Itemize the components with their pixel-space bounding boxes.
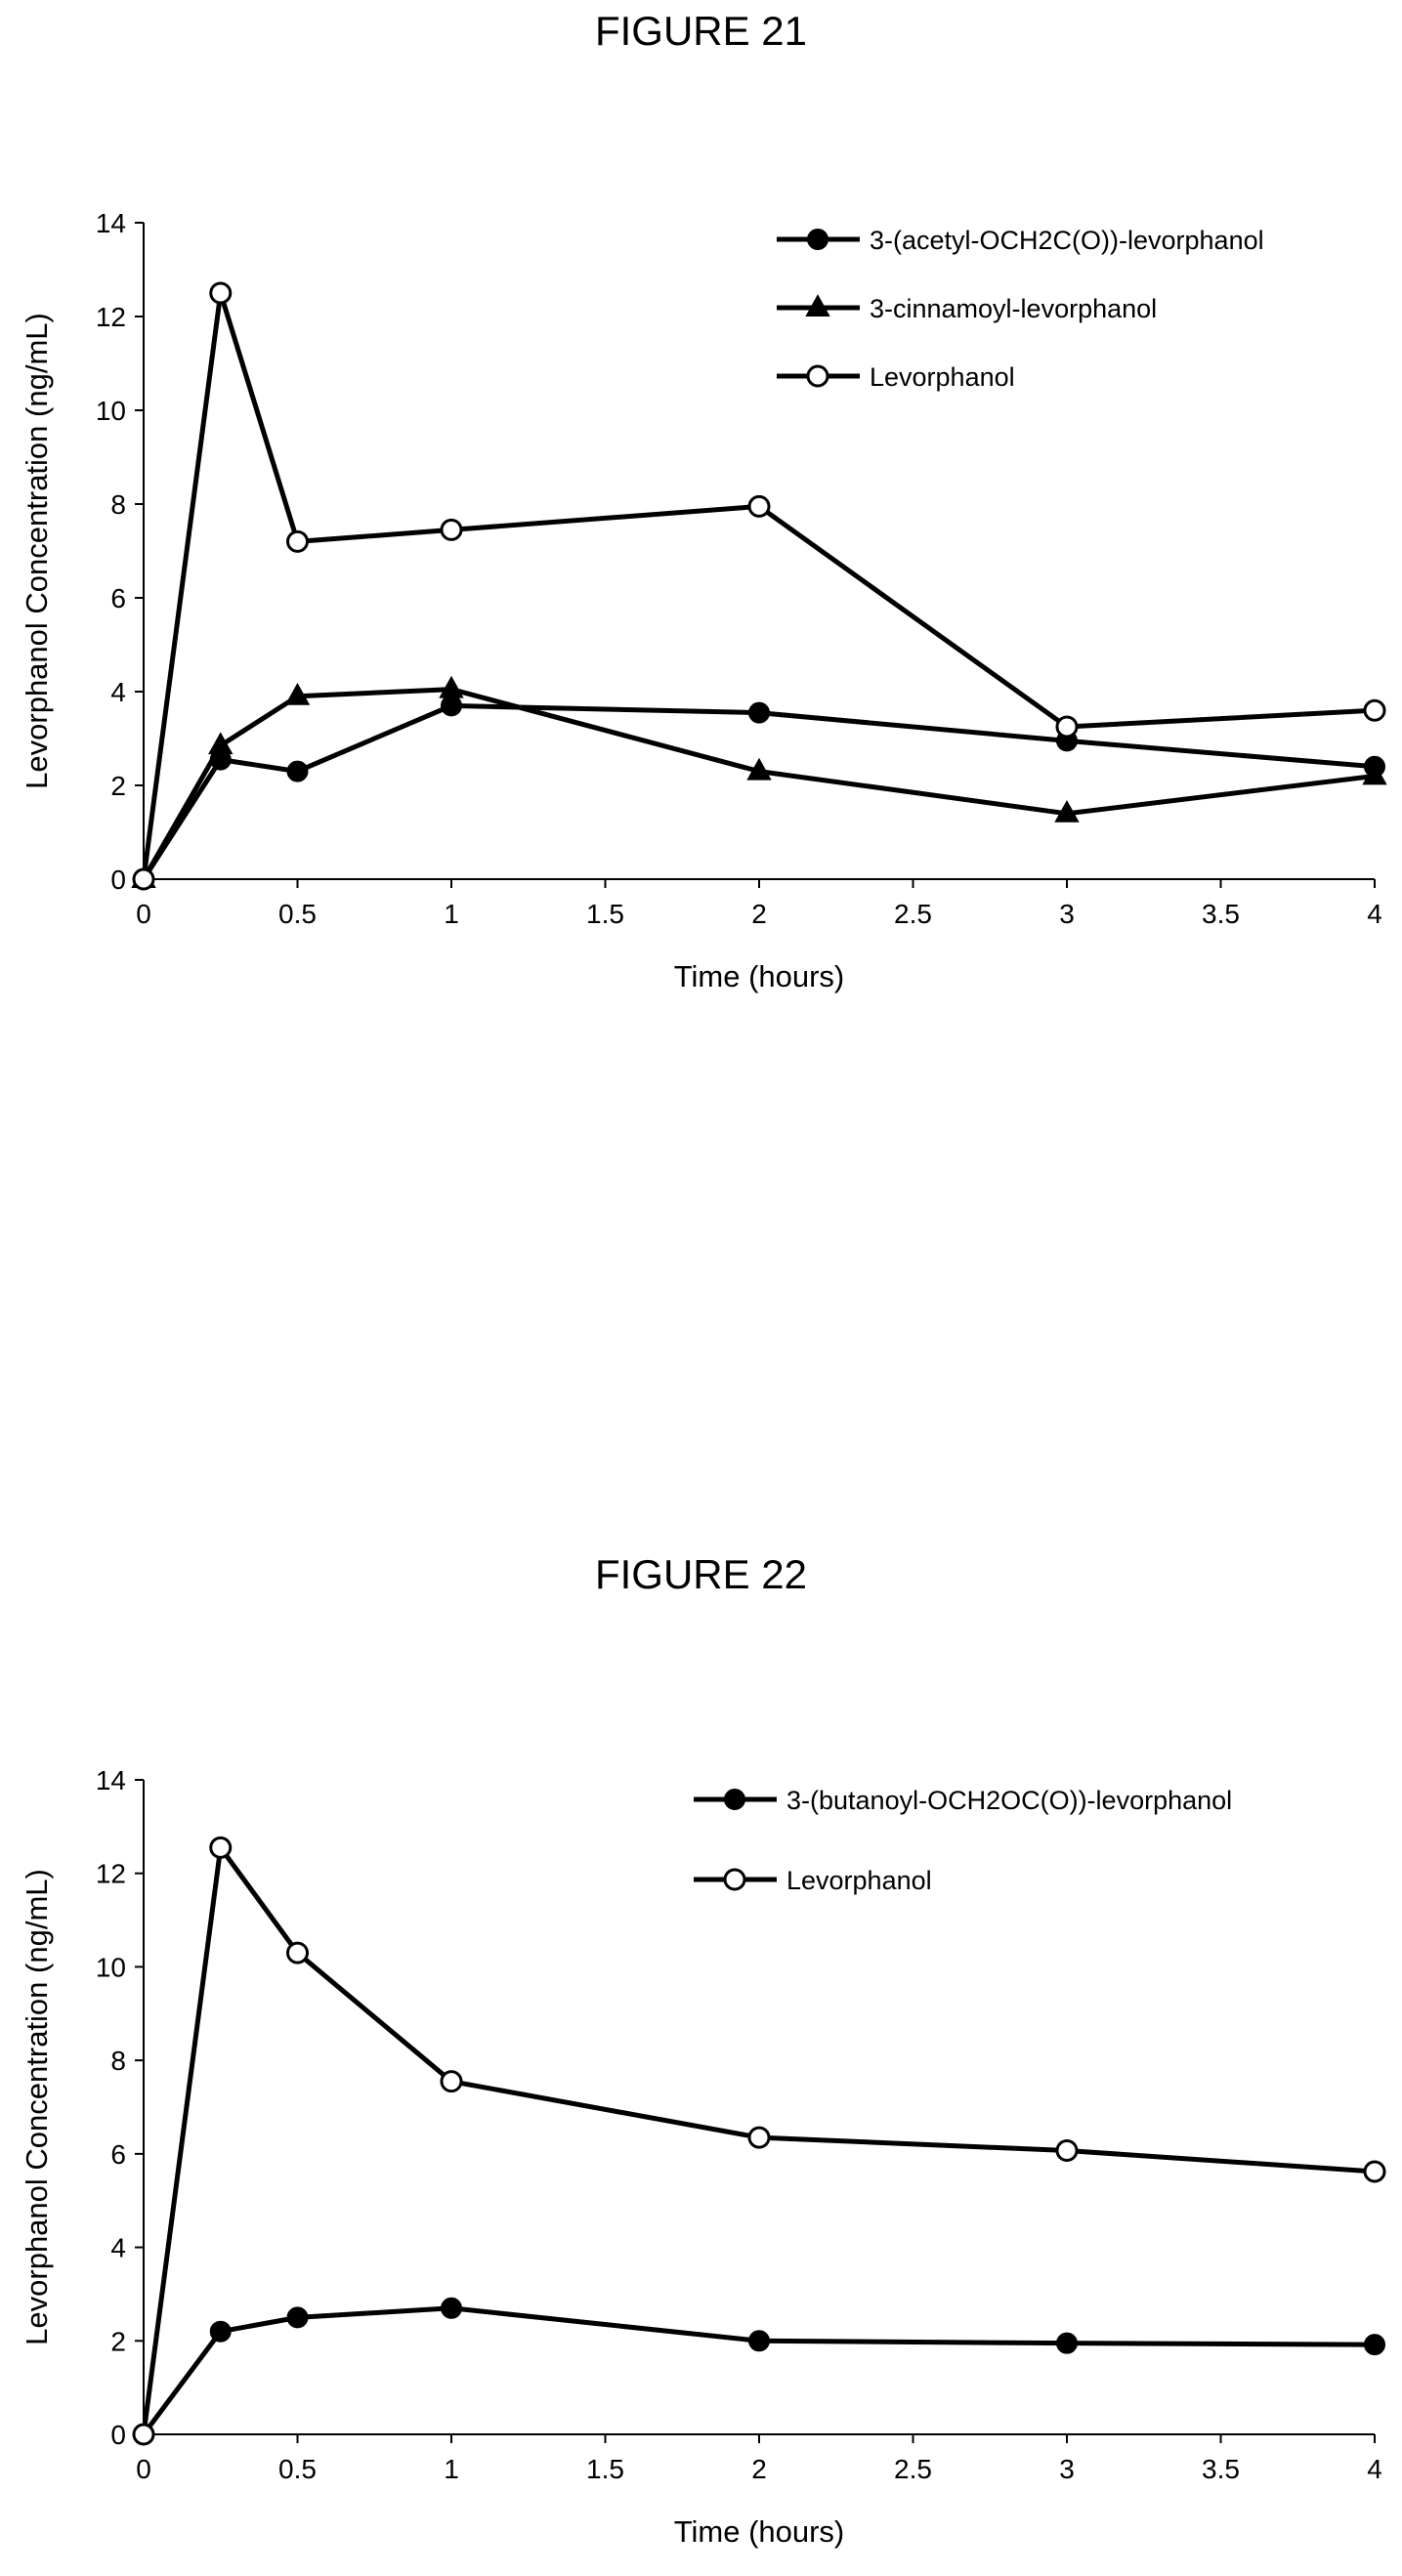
data-point bbox=[747, 494, 771, 518]
data-point bbox=[1055, 2139, 1079, 2163]
y-tick-label: 14 bbox=[96, 1765, 126, 1795]
y-tick-label: 6 bbox=[110, 2139, 126, 2170]
data-point bbox=[1054, 799, 1080, 823]
y-tick-label: 0 bbox=[110, 865, 126, 895]
data-point bbox=[1055, 715, 1079, 739]
data-point bbox=[286, 2306, 309, 2329]
data-point bbox=[441, 695, 462, 717]
legend-entry: 3-cinnamoyl-levorphanol bbox=[777, 294, 1157, 323]
y-axis-title: Levorphanol Concentration (ng/mL) bbox=[20, 1869, 54, 2345]
y-tick-label: 8 bbox=[110, 489, 126, 520]
legend-marker bbox=[807, 229, 828, 250]
legend-marker bbox=[805, 294, 830, 317]
series-line bbox=[141, 702, 1376, 881]
data-point bbox=[132, 867, 155, 891]
x-tick-label: 0 bbox=[136, 899, 151, 929]
x-axis-title: Time (hours) bbox=[674, 959, 845, 993]
legend-entry: Levorphanol bbox=[694, 1866, 932, 1895]
x-tick-label: 3.5 bbox=[1202, 899, 1240, 929]
legend-marker bbox=[724, 1789, 745, 1810]
legend-entry: 3-(acetyl-OCH2C(O))-levorphanol bbox=[777, 226, 1264, 255]
series-2 bbox=[131, 675, 1387, 888]
y-tick-label: 2 bbox=[110, 771, 126, 801]
figure-title: FIGURE 21 bbox=[594, 8, 808, 54]
data-point bbox=[1056, 2332, 1078, 2354]
y-tick-label: 4 bbox=[110, 2233, 126, 2263]
data-point bbox=[284, 682, 311, 705]
data-point bbox=[1364, 2334, 1385, 2356]
data-point bbox=[286, 1941, 309, 1964]
x-tick-label: 0.5 bbox=[278, 2454, 317, 2484]
y-tick-label: 10 bbox=[96, 396, 126, 426]
data-point bbox=[209, 281, 233, 305]
x-tick-label: 4 bbox=[1367, 899, 1382, 929]
figure-21: FIGURE 21 0 2 4 6 8 10 12 14 0 0.5 1 1.5 2 2.5 3 3.5 4 Ti… bbox=[0, 0, 1402, 1270]
y-tick-label: 4 bbox=[110, 677, 126, 707]
y-axis-title: Levorphanol Concentration (ng/mL) bbox=[20, 313, 54, 789]
x-tick-label: 3 bbox=[1059, 2454, 1075, 2484]
y-tick-label: 12 bbox=[96, 1859, 126, 1889]
data-point bbox=[748, 701, 770, 724]
y-tick-label: 0 bbox=[110, 2420, 126, 2450]
y-tick-label: 8 bbox=[110, 2046, 126, 2076]
figure-22: FIGURE 22 0 2 4 6 8 10 12 14 0 0.5 1 1.5 2 2.5 3 3.5 4 Ti… bbox=[0, 1543, 1402, 2576]
x-tick-label: 3.5 bbox=[1202, 2454, 1240, 2484]
data-point bbox=[440, 518, 463, 541]
series-3 bbox=[132, 281, 1386, 891]
x-tick-label: 2 bbox=[751, 2454, 767, 2484]
y-tick-label: 12 bbox=[96, 302, 126, 332]
data-point bbox=[440, 2070, 463, 2093]
x-tick-label: 1.5 bbox=[586, 2454, 624, 2484]
chart-figure-21: 0 2 4 6 8 10 12 14 0 0.5 1 1.5 2 2.5 3 3.5 4 Time (hours)… bbox=[20, 208, 1387, 993]
data-point bbox=[747, 2126, 771, 2149]
data-point bbox=[209, 2320, 232, 2343]
x-tick-label: 1 bbox=[444, 2454, 459, 2484]
legend-label: 3-cinnamoyl-levorphanol bbox=[870, 294, 1157, 323]
x-tick-label: 0 bbox=[136, 2454, 151, 2484]
legend-label: 3-(acetyl-OCH2C(O))-levorphanol bbox=[870, 226, 1264, 255]
data-point bbox=[748, 2330, 770, 2352]
x-tick-label: 2.5 bbox=[894, 899, 932, 929]
x-tick-label: 2 bbox=[751, 899, 767, 929]
y-tick-label: 14 bbox=[96, 208, 126, 238]
data-point bbox=[286, 760, 309, 782]
data-point bbox=[439, 675, 464, 698]
chart-figure-22: 0 2 4 6 8 10 12 14 0 0.5 1 1.5 2 2.5 3 3.5 4 Time (hours)… bbox=[20, 1765, 1386, 2549]
data-point bbox=[1363, 2160, 1386, 2183]
legend-label: 3-(butanoyl-OCH2OC(O))-levorphanol bbox=[786, 1786, 1232, 1815]
x-axis-title: Time (hours) bbox=[674, 2514, 845, 2549]
y-tick-label: 2 bbox=[110, 2326, 126, 2356]
legend-label: Levorphanol bbox=[786, 1866, 932, 1895]
figure-title: FIGURE 22 bbox=[594, 1551, 808, 1597]
series-2 bbox=[132, 1836, 1386, 2446]
data-point bbox=[1362, 762, 1387, 785]
data-point bbox=[208, 732, 234, 755]
legend-label: Levorphanol bbox=[870, 362, 1015, 392]
data-point bbox=[441, 2297, 462, 2319]
x-tick-label: 3 bbox=[1059, 899, 1075, 929]
y-tick-label: 6 bbox=[110, 583, 126, 613]
data-point bbox=[1363, 698, 1386, 722]
x-tick-label: 1.5 bbox=[586, 899, 624, 929]
legend-entry: 3-(butanoyl-OCH2OC(O))-levorphanol bbox=[694, 1786, 1232, 1815]
x-tick-label: 2.5 bbox=[894, 2454, 932, 2484]
y-tick-label: 10 bbox=[96, 1952, 126, 1982]
series-1 bbox=[133, 2297, 1385, 2445]
series-line bbox=[141, 2305, 1376, 2436]
legend-marker bbox=[806, 364, 829, 388]
x-tick-label: 4 bbox=[1367, 2454, 1382, 2484]
data-point bbox=[209, 1836, 233, 1859]
legend-marker bbox=[723, 1868, 746, 1891]
data-point bbox=[132, 2423, 155, 2446]
legend-entry: Levorphanol bbox=[777, 362, 1015, 392]
series-line bbox=[141, 290, 1376, 880]
data-point bbox=[746, 757, 772, 781]
series-1 bbox=[133, 695, 1385, 890]
x-tick-label: 1 bbox=[444, 899, 459, 929]
x-tick-label: 0.5 bbox=[278, 899, 317, 929]
data-point bbox=[286, 529, 309, 553]
